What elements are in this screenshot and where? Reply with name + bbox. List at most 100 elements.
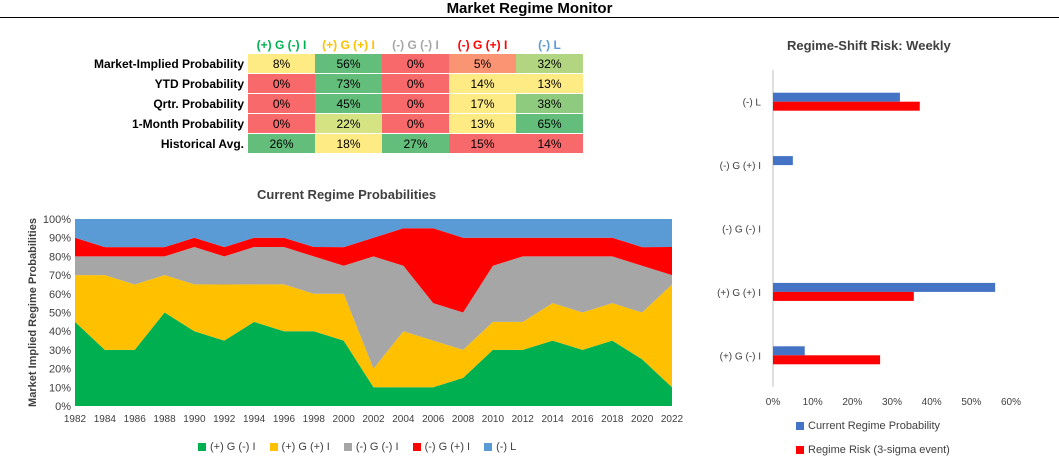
area-chart: 0% 10% 20% 30% 40% 50% 60% 70% 80% 90% 100% Market … (27, 214, 684, 425)
legend-label: (-) L (496, 441, 517, 453)
y-tick-label: 40% (49, 326, 71, 338)
bar-category-label: (+) G (+) I (717, 288, 761, 299)
table-body: Market-Implied Probability 8% 56% 0% 5% 32% YT… (66, 54, 583, 154)
x-tick-label: 2008 (452, 414, 475, 425)
table-cell: 56% (315, 54, 382, 74)
bar (773, 101, 920, 111)
bar-chart-legend-current: Current Regime Probability (796, 420, 954, 432)
bar-category-label: (-) G (-) I (722, 225, 761, 236)
row-label: Qrtr. Probability (153, 96, 244, 111)
x-tick-label: 2000 (333, 414, 356, 425)
legend-swatch (343, 443, 352, 451)
area-series (75, 219, 672, 248)
y-tick-label: 10% (49, 382, 71, 394)
table-row: Market-Implied Probability 8% 56% 0% 5% 32% (66, 54, 583, 74)
x-tick-label: 1986 (124, 414, 147, 425)
bar-category-label: (+) G (-) I (720, 351, 761, 362)
table-cell: 0% (382, 113, 449, 134)
area-series (75, 228, 672, 313)
y-axis-label: Market Implied Regime Probabilities (27, 218, 39, 407)
y-tick-label: 80% (49, 251, 71, 263)
x-tick-label: 2014 (541, 414, 564, 425)
bar-x-tick-label: 30% (882, 397, 902, 408)
table-cell: 5% (449, 54, 516, 74)
bar (773, 156, 793, 166)
bar-x-tick-label: 10% (803, 397, 823, 408)
x-tick-label: 2004 (392, 414, 415, 425)
legend-label: Regime Risk (3-sigma event) (808, 444, 950, 456)
legend-label: (-) G (-) I (355, 441, 399, 453)
legend-item: Regime Risk (3-sigma event) (796, 444, 950, 456)
legend-item: (+) G (-) I (198, 441, 256, 453)
bar (773, 282, 996, 292)
bar-category-label: (-) L (743, 98, 762, 109)
legend-label: (+) G (+) I (281, 441, 330, 453)
x-tick-label: 1984 (94, 414, 117, 425)
table-cell: 45% (315, 93, 382, 114)
area-chart-title: Current Regime Probabilities (257, 187, 437, 202)
table-cell: 8% (248, 54, 315, 74)
table-cell: 0% (248, 93, 315, 114)
table-cell: 32% (516, 54, 583, 74)
legend-label: (-) G (+) I (424, 441, 471, 453)
legend-swatch (484, 443, 493, 451)
table-cell: 0% (382, 73, 449, 94)
table-cell: 15% (449, 133, 516, 154)
x-tick-label: 1992 (213, 414, 236, 425)
table-cell: 22% (315, 113, 382, 134)
legend-swatch (269, 443, 278, 451)
legend-swatch (796, 446, 804, 454)
table-cell: 73% (315, 73, 382, 94)
bar (773, 355, 881, 365)
table-cell: 18% (315, 133, 382, 154)
legend-swatch (412, 443, 421, 451)
area-series (75, 247, 672, 369)
bar-x-tick-label: 40% (922, 397, 942, 408)
area-series (75, 312, 672, 406)
table-cell: 0% (248, 73, 315, 94)
x-tick-label: 2012 (512, 414, 535, 425)
table-cell: 13% (449, 113, 516, 134)
column-header: (+) G (+) I (322, 37, 375, 52)
y-tick-label: 30% (49, 345, 71, 357)
x-tick-label: 2006 (422, 414, 445, 425)
table-row: 1-Month Probability 0% 22% 0% 13% 65% (66, 113, 583, 134)
table-cell: 17% (449, 93, 516, 114)
x-tick-label: 1998 (303, 414, 326, 425)
bar (773, 291, 914, 301)
legend-item: (+) G (+) I (269, 441, 330, 453)
y-tick-label: 90% (49, 233, 71, 245)
page-title: Market Regime Monitor (0, 0, 1059, 18)
legend-item: (-) G (+) I (412, 441, 471, 453)
y-tick-label: 60% (49, 289, 71, 301)
bar-chart-legend-risk: Regime Risk (3-sigma event) (796, 444, 964, 456)
legend-swatch (198, 443, 206, 451)
x-tick-label: 2010 (482, 414, 505, 425)
legend-item: Current Regime Probability (796, 420, 940, 432)
row-label: 1-Month Probability (132, 116, 244, 131)
area-chart-legend: (+) G (-) I (+) G (+) I (-) G (-) I (-) G (… (198, 441, 530, 453)
row-label: Historical Avg. (160, 136, 244, 151)
x-tick-label: 1990 (183, 414, 206, 425)
table-cell: 14% (449, 73, 516, 94)
bar-category-label: (-) G (+) I (720, 161, 761, 172)
bar-x-tick-label: 20% (842, 397, 862, 408)
bar-x-tick-label: 60% (1001, 397, 1021, 408)
y-tick-label: 100% (43, 214, 71, 226)
table-cell: 0% (248, 113, 315, 134)
y-tick-label: 20% (49, 364, 71, 376)
bar (773, 92, 900, 102)
column-header: (-) G (-) I (392, 37, 439, 52)
table-cell: 13% (516, 73, 583, 94)
x-tick-label: 1994 (243, 414, 266, 425)
table-cell: 27% (382, 133, 449, 154)
x-tick-label: 2002 (362, 414, 385, 425)
table-cell: 65% (516, 113, 583, 134)
column-header: (-) G (+) I (457, 37, 508, 52)
x-tick-label: 2020 (631, 414, 654, 425)
legend-swatch (796, 422, 804, 430)
column-header: (+) G (-) I (256, 37, 307, 52)
area-series (75, 275, 672, 388)
table-row: Historical Avg. 26% 18% 27% 15% 14% (66, 133, 583, 154)
bar (773, 346, 805, 356)
